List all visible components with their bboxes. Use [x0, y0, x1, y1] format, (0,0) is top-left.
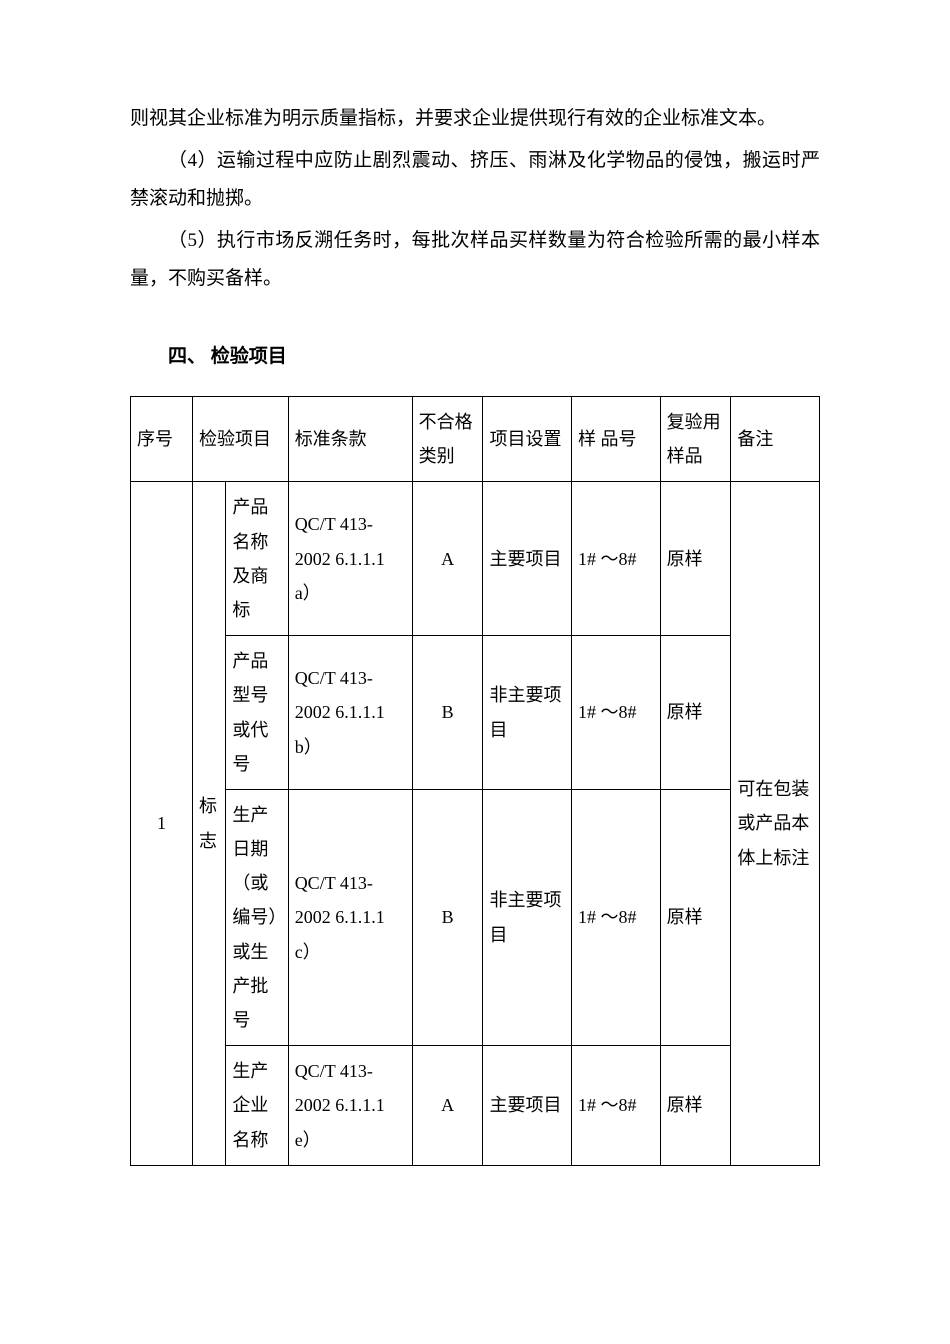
cell-fail-class: A — [412, 1046, 483, 1166]
header-verify-sample: 复验用样品 — [660, 397, 731, 482]
cell-fail-class: B — [412, 789, 483, 1045]
cell-item: 标志 — [192, 482, 225, 1165]
cell-proj-set: 非主要项目 — [483, 789, 572, 1045]
cell-verify-sample: 原样 — [660, 1046, 731, 1166]
cell-std: QC/T 413-2002 6.1.1.1 b） — [288, 636, 412, 790]
table-row: 1 标志 产品名称及商标 QC/T 413-2002 6.1.1.1 a） A … — [131, 482, 820, 636]
cell-subitem: 产品型号或代号 — [226, 636, 288, 790]
cell-fail-class: B — [412, 636, 483, 790]
paragraph-2: （4）运输过程中应防止剧烈震动、挤压、雨淋及化学物品的侵蚀，搬运时严禁滚动和抛掷… — [130, 142, 820, 218]
cell-std: QC/T 413-2002 6.1.1.1 e） — [288, 1046, 412, 1166]
cell-verify-sample: 原样 — [660, 482, 731, 636]
table-row: 生产企业名称 QC/T 413-2002 6.1.1.1 e） A 主要项目 1… — [131, 1046, 820, 1166]
cell-proj-set: 主要项目 — [483, 482, 572, 636]
table-header-row: 序号 检验项目 标准条款 不合格类别 项目设置 样 品号 复验用样品 备注 — [131, 397, 820, 482]
cell-proj-set: 主要项目 — [483, 1046, 572, 1166]
header-std: 标准条款 — [288, 397, 412, 482]
paragraph-3: （5）执行市场反溯任务时，每批次样品买样数量为符合检验所需的最小样本量，不购买备… — [130, 222, 820, 298]
inspection-table: 序号 检验项目 标准条款 不合格类别 项目设置 样 品号 复验用样品 备注 1 … — [130, 396, 820, 1166]
header-sample-no: 样 品号 — [572, 397, 661, 482]
cell-fail-class: A — [412, 482, 483, 636]
header-proj-set: 项目设置 — [483, 397, 572, 482]
table-row: 生产日期（或编号）或生产批号 QC/T 413-2002 6.1.1.1 c） … — [131, 789, 820, 1045]
header-note: 备注 — [731, 397, 820, 482]
cell-proj-set: 非主要项目 — [483, 636, 572, 790]
table-row: 产品型号或代号 QC/T 413-2002 6.1.1.1 b） B 非主要项目… — [131, 636, 820, 790]
cell-subitem: 生产日期（或编号）或生产批号 — [226, 789, 288, 1045]
cell-sample-no: 1# ～8# — [572, 1046, 661, 1166]
header-item: 检验项目 — [192, 397, 288, 482]
cell-subitem: 产品名称及商标 — [226, 482, 288, 636]
header-fail-class: 不合格类别 — [412, 397, 483, 482]
cell-note: 可在包装或产品本体上标注 — [731, 482, 820, 1165]
cell-std: QC/T 413-2002 6.1.1.1 a） — [288, 482, 412, 636]
cell-sample-no: 1# ～8# — [572, 482, 661, 636]
cell-seq: 1 — [131, 482, 193, 1165]
header-seq: 序号 — [131, 397, 193, 482]
paragraph-1: 则视其企业标准为明示质量指标，并要求企业提供现行有效的企业标准文本。 — [130, 100, 820, 138]
cell-sample-no: 1# ～8# — [572, 789, 661, 1045]
cell-verify-sample: 原样 — [660, 636, 731, 790]
section-heading: 四、 检验项目 — [130, 338, 820, 376]
cell-sample-no: 1# ～8# — [572, 636, 661, 790]
cell-verify-sample: 原样 — [660, 789, 731, 1045]
cell-subitem: 生产企业名称 — [226, 1046, 288, 1166]
cell-std: QC/T 413-2002 6.1.1.1 c） — [288, 789, 412, 1045]
